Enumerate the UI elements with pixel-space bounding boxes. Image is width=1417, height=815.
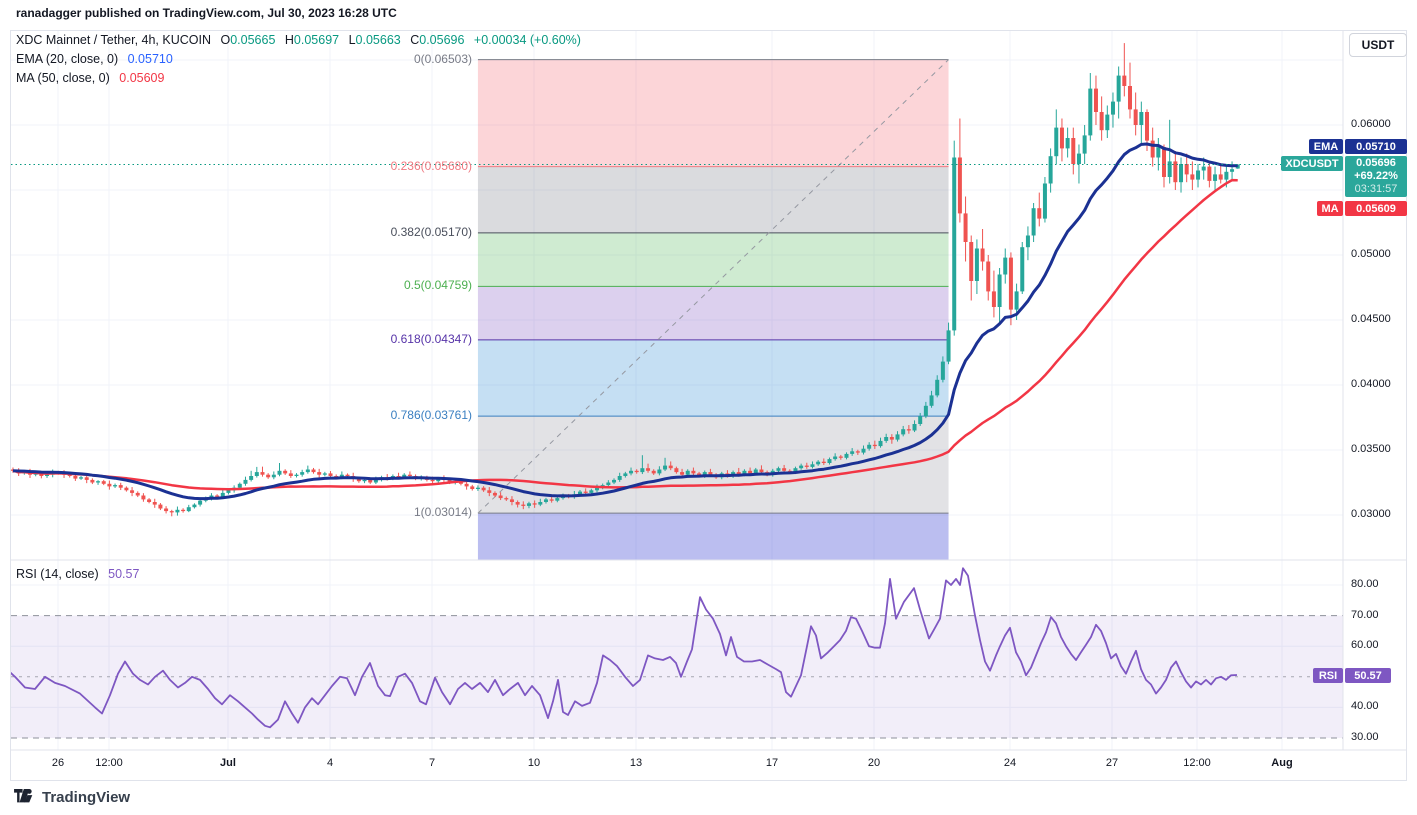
ema-badge-label: EMA bbox=[1309, 139, 1343, 154]
chart-frame bbox=[10, 30, 1407, 781]
time-axis-label: 26 bbox=[51, 757, 65, 769]
time-axis-label: 24 bbox=[1003, 757, 1017, 769]
attribution-text: ranadagger published on TradingView.com,… bbox=[16, 6, 397, 20]
rsi-axis-label: 70.00 bbox=[1351, 608, 1379, 621]
rsi-legend[interactable]: RSI (14, close) 50.57 bbox=[16, 567, 139, 581]
gridlines bbox=[11, 31, 1343, 750]
currency-toggle-button[interactable]: USDT bbox=[1349, 33, 1407, 57]
ma-badge-label: MA bbox=[1317, 201, 1343, 216]
time-axis-label: 20 bbox=[867, 757, 881, 769]
price-axis-label: 0.04500 bbox=[1351, 313, 1391, 325]
close-value: 0.05696 bbox=[419, 33, 465, 47]
rsi-legend-value: 50.57 bbox=[108, 567, 140, 581]
symbol-badge-value: 0.05696 +69.22% 03:31:57 bbox=[1345, 156, 1407, 197]
candlestick-series bbox=[11, 43, 1240, 517]
fib-level-label: 0.618(0.04347) bbox=[390, 331, 472, 346]
tradingview-logo-icon bbox=[14, 789, 33, 803]
time-axis-label: 13 bbox=[629, 757, 643, 769]
rsi-badge-value: 50.57 bbox=[1345, 668, 1391, 683]
symbol-badge-label: XDCUSDT bbox=[1281, 156, 1343, 171]
pane-dividers bbox=[10, 30, 1407, 751]
ema-legend-value: 0.05710 bbox=[127, 52, 173, 66]
symbol-badge-countdown: 03:31:57 bbox=[1354, 183, 1398, 195]
open-value: 0.05665 bbox=[230, 33, 276, 47]
symbol-legend[interactable]: XDC Mainnet / Tether, 4h, KUCOIN O0.0566… bbox=[16, 33, 581, 47]
time-axis-label: Aug bbox=[1271, 757, 1293, 769]
high-value: 0.05697 bbox=[293, 33, 340, 47]
rsi-axis-label: 30.00 bbox=[1351, 731, 1379, 743]
change-value: +0.00034 (+0.60%) bbox=[473, 33, 581, 47]
fib-retracement[interactable] bbox=[477, 59, 949, 565]
price-axis-label: 0.03000 bbox=[1351, 508, 1391, 520]
price-axis-label: 0.04000 bbox=[1351, 378, 1391, 390]
ma-legend-title: MA (50, close, 0) bbox=[16, 71, 110, 85]
rsi-legend-title: RSI (14, close) bbox=[16, 567, 99, 581]
rsi-axis-label: 60.00 bbox=[1351, 639, 1379, 652]
symbol-badge-price: 0.05696 bbox=[1356, 157, 1396, 169]
fib-level-label: 0.786(0.03761) bbox=[390, 408, 472, 423]
symbol-title: XDC Mainnet / Tether, 4h, KUCOIN bbox=[16, 33, 211, 47]
rsi-axis-label: 80.00 bbox=[1351, 578, 1379, 590]
price-axis-label: 0.05000 bbox=[1351, 248, 1391, 260]
symbol-badge-change: +69.22% bbox=[1354, 170, 1398, 182]
ema-20-line bbox=[12, 142, 1238, 501]
ema-legend[interactable]: EMA (20, close, 0) 0.05710 bbox=[16, 52, 173, 66]
fib-level-label: 0.382(0.05170) bbox=[390, 224, 472, 239]
price-axis-label: 0.06000 bbox=[1351, 118, 1391, 130]
ma-legend-value: 0.05609 bbox=[119, 71, 165, 85]
time-axis-label: 12:00 bbox=[1183, 757, 1211, 769]
fib-level-label: 0.5(0.04759) bbox=[403, 278, 472, 293]
tradingview-logo-text: TradingView bbox=[42, 789, 131, 806]
time-axis-label: Jul bbox=[220, 757, 236, 769]
fib-level-label: 1(0.03014) bbox=[413, 505, 472, 520]
rsi-axis-label: 40.00 bbox=[1351, 700, 1379, 713]
price-axis-label: 0.03500 bbox=[1351, 443, 1391, 455]
ema-legend-title: EMA (20, close, 0) bbox=[16, 52, 119, 66]
time-axis-label: 7 bbox=[428, 757, 436, 769]
ma-badge-value: 0.05609 bbox=[1345, 201, 1407, 216]
time-axis-label: 17 bbox=[765, 757, 779, 769]
rsi-plot bbox=[11, 567, 1343, 739]
ma-legend[interactable]: MA (50, close, 0) 0.05609 bbox=[16, 71, 164, 85]
time-axis-label: 10 bbox=[527, 757, 541, 769]
tradingview-logo[interactable]: TradingView bbox=[14, 789, 130, 806]
fib-level-label: 0(0.06503) bbox=[413, 51, 472, 66]
time-axis-label: 27 bbox=[1105, 757, 1119, 769]
time-axis-label: 12:00 bbox=[95, 757, 123, 769]
fib-level-label: 0.236(0.05680) bbox=[390, 158, 472, 173]
time-axis-label: 4 bbox=[326, 757, 334, 769]
low-value: 0.05663 bbox=[355, 33, 401, 47]
rsi-badge-label: RSI bbox=[1313, 668, 1343, 683]
ema-badge-value: 0.05710 bbox=[1345, 139, 1407, 154]
